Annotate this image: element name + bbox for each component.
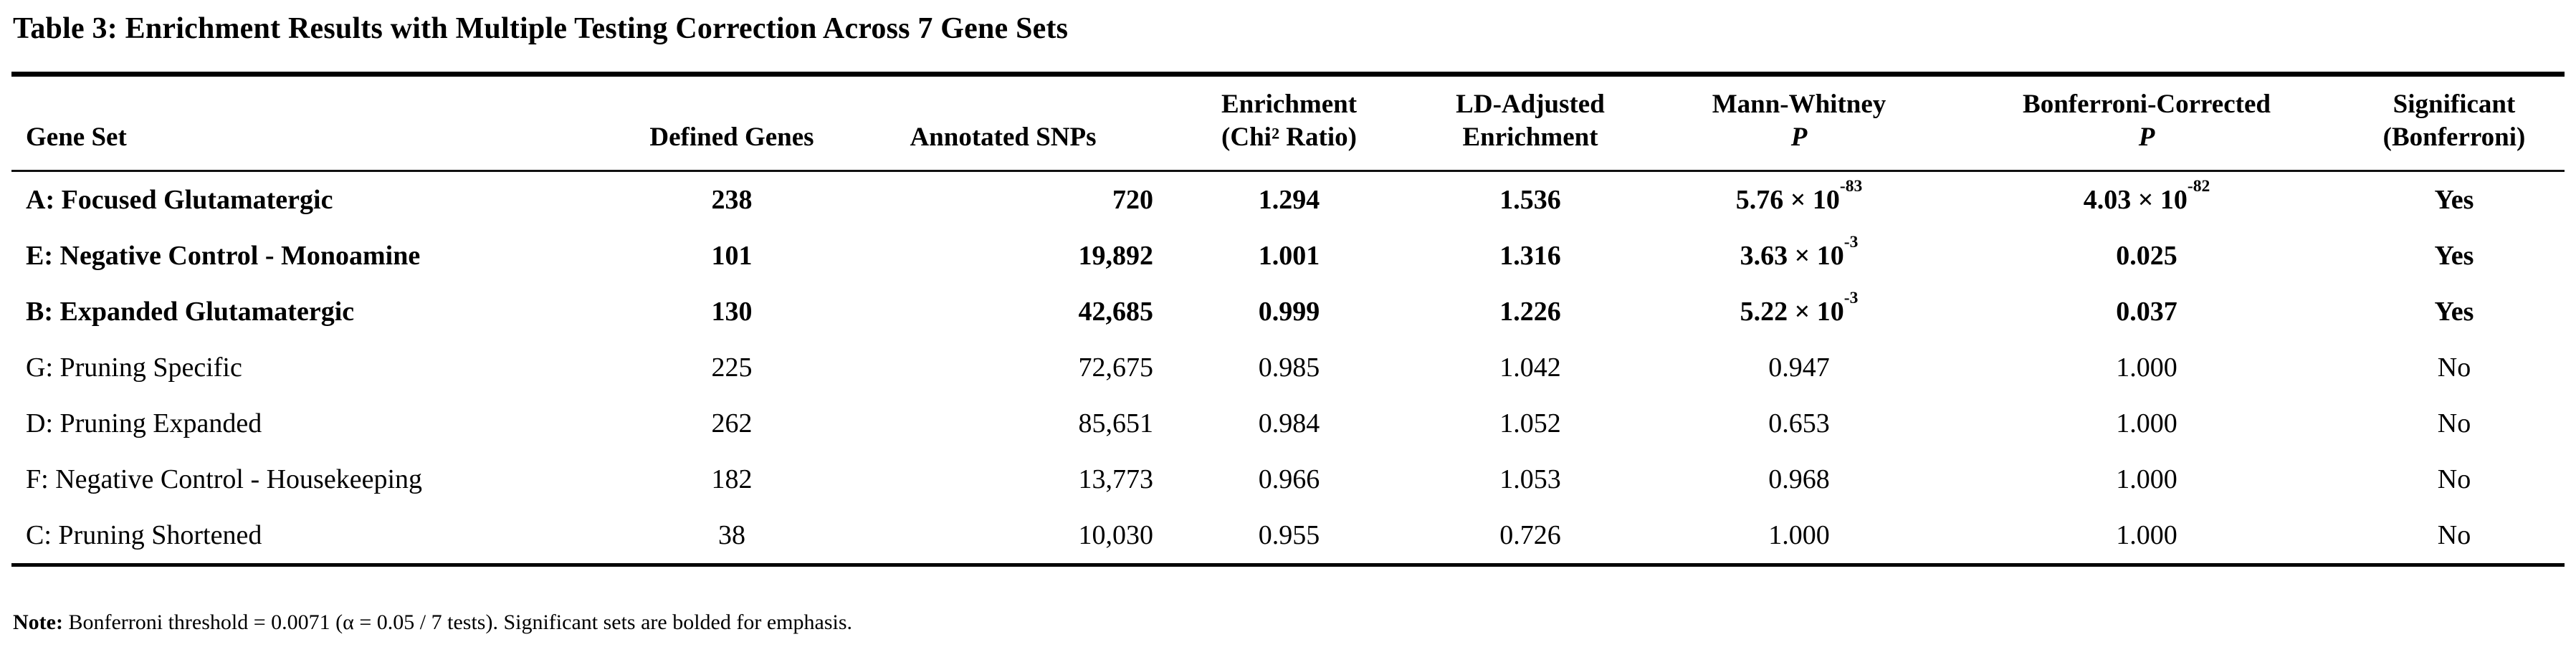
cell-enrichment-chi2: 1.001 [1258,241,1320,271]
cell-enrichment-chi2: 0.985 [1258,353,1320,383]
cell-bonferroni-p: 1.000 [2116,408,2177,438]
table-row: F: Negative Control - Housekeeping 182 13,… [11,451,2565,507]
cell-annotated-snps: 42,685 [1078,297,1154,327]
column-header-enrichment-chi2: Enrichment (Chi² Ratio) [1166,74,1412,172]
cell-bonferroni-p: 1.000 [2116,520,2177,550]
cell-significant: Yes [2434,241,2474,271]
cell-defined-genes: 101 [711,241,753,271]
cell-bonferroni-p: 1.000 [2116,464,2177,494]
cell-mann-whitney-p: 0.653 [1768,408,1830,438]
cell-bonferroni-p: 1.000 [2116,353,2177,383]
cell-defined-genes: 238 [711,185,753,215]
cell-ld-adjusted: 1.316 [1499,241,1561,271]
cell-significant: No [2437,408,2471,438]
cell-significant: No [2437,464,2471,494]
cell-bonferroni-p: 4.03 × 10-82 [2083,176,2210,215]
cell-ld-adjusted: 0.726 [1499,520,1561,550]
table-row: C: Pruning Shortened 38 10,030 0.955 0.726 1.… [11,507,2565,565]
cell-enrichment-chi2: 0.966 [1258,464,1320,494]
column-header-annotated-snps: Annotated SNPs [840,74,1166,172]
results-table: Gene Set Defined Genes Annotated SNPs Enric… [11,72,2565,567]
cell-annotated-snps: 19,892 [1078,241,1154,271]
cell-ld-adjusted: 1.052 [1499,408,1561,438]
cell-annotated-snps: 13,773 [1078,464,1154,494]
column-header-mann-whitney-p: Mann-Whitney P [1649,74,1950,172]
table-note: Note: Bonferroni threshold = 0.0071 (α =… [13,610,852,635]
cell-significant: Yes [2434,185,2474,215]
table-header: Gene Set Defined Genes Annotated SNPs Enric… [11,74,2565,172]
column-header-defined-genes: Defined Genes [624,74,840,172]
column-header-significant: Significant (Bonferroni) [2344,74,2565,172]
cell-gene-set: F: Negative Control - Housekeeping [26,464,423,494]
note-label: Note: [13,610,63,634]
cell-mann-whitney-p: 5.22 × 10-3 [1740,288,1859,327]
header-row: Gene Set Defined Genes Annotated SNPs Enric… [11,74,2565,172]
cell-annotated-snps: 720 [1112,185,1153,215]
cell-gene-set: E: Negative Control - Monoamine [26,241,421,271]
cell-defined-genes: 38 [718,520,745,550]
cell-annotated-snps: 85,651 [1078,408,1154,438]
table-row: A: Focused Glutamatergic 238 720 1.294 1.536… [11,171,2565,229]
cell-gene-set: G: Pruning Specific [26,353,242,383]
cell-defined-genes: 225 [711,353,753,383]
cell-ld-adjusted: 1.042 [1499,353,1561,383]
cell-significant: No [2437,353,2471,383]
table-row: E: Negative Control - Monoamine 101 19,892… [11,228,2565,284]
cell-enrichment-chi2: 0.955 [1258,520,1320,550]
column-header-gene-set: Gene Set [11,74,624,172]
note-text: Bonferroni threshold = 0.0071 (α = 0.05 … [68,610,853,634]
table-row: D: Pruning Expanded 262 85,651 0.984 1.052 0.… [11,395,2565,451]
cell-mann-whitney-p: 5.76 × 10-83 [1735,176,1863,215]
cell-significant: No [2437,520,2471,550]
cell-mann-whitney-p: 0.947 [1768,353,1830,383]
cell-gene-set: C: Pruning Shortened [26,520,262,550]
cell-ld-adjusted: 1.053 [1499,464,1561,494]
column-header-ld-adjusted: LD-Adjusted Enrichment [1412,74,1649,172]
cell-bonferroni-p: 0.025 [2116,241,2177,271]
cell-mann-whitney-p: 3.63 × 10-3 [1740,232,1859,271]
cell-ld-adjusted: 1.226 [1499,297,1561,327]
cell-mann-whitney-p: 0.968 [1768,464,1830,494]
cell-enrichment-chi2: 0.984 [1258,408,1320,438]
cell-gene-set: A: Focused Glutamatergic [26,185,333,215]
table-title: Table 3: Enrichment Results with Multipl… [13,12,1069,45]
table-row: B: Expanded Glutamatergic 130 42,685 0.999 1… [11,284,2565,340]
cell-enrichment-chi2: 1.294 [1258,185,1320,215]
cell-annotated-snps: 10,030 [1078,520,1154,550]
table-row: G: Pruning Specific 225 72,675 0.985 1.042 0.… [11,340,2565,395]
column-header-bonferroni-p: Bonferroni-Corrected P [1950,74,2344,172]
cell-bonferroni-p: 0.037 [2116,297,2177,327]
cell-annotated-snps: 72,675 [1078,353,1154,383]
cell-mann-whitney-p: 1.000 [1768,520,1830,550]
cell-ld-adjusted: 1.536 [1499,185,1561,215]
cell-enrichment-chi2: 0.999 [1258,297,1320,327]
cell-gene-set: B: Expanded Glutamatergic [26,297,355,327]
cell-defined-genes: 130 [711,297,753,327]
table-body: A: Focused Glutamatergic 238 720 1.294 1.536… [11,171,2565,565]
cell-defined-genes: 262 [711,408,753,438]
cell-defined-genes: 182 [711,464,753,494]
cell-significant: Yes [2434,297,2474,327]
cell-gene-set: D: Pruning Expanded [26,408,262,438]
